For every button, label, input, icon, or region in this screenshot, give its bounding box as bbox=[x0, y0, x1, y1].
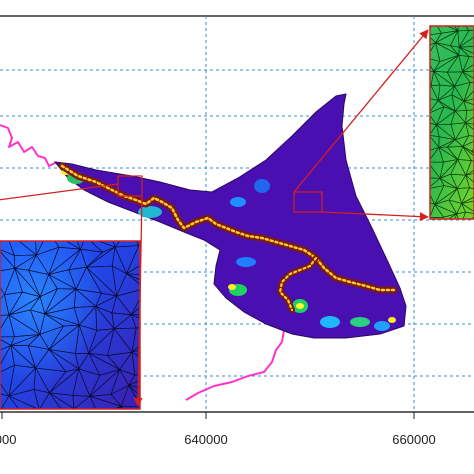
mesh-cell bbox=[125, 245, 140, 275]
mesh-cell bbox=[15, 410, 40, 431]
mesh-cell bbox=[441, 213, 457, 219]
mesh-cell bbox=[127, 373, 140, 386]
mesh-cell bbox=[131, 314, 140, 319]
x-tick-label: 640000 bbox=[184, 432, 227, 447]
mesh-cell bbox=[120, 405, 140, 409]
mesh-cell bbox=[430, 216, 445, 219]
mesh-cell bbox=[128, 385, 140, 405]
mesh-cell bbox=[462, 71, 474, 83]
mesh-cell bbox=[133, 411, 155, 430]
right-zoom-inset bbox=[429, 25, 474, 220]
mesh-cell bbox=[131, 298, 140, 316]
mesh-cell bbox=[73, 408, 75, 409]
mesh-cell bbox=[430, 37, 437, 46]
mesh-cell bbox=[130, 314, 140, 329]
mesh-cell bbox=[465, 174, 474, 190]
mesh-cell bbox=[465, 121, 474, 137]
mesh-cell bbox=[0, 339, 12, 351]
tributary-channels bbox=[0, 124, 291, 401]
x-axis-ticks bbox=[1, 412, 415, 419]
zoom-box-right bbox=[293, 191, 323, 213]
mesh-cell bbox=[39, 410, 64, 433]
mesh-cell bbox=[0, 294, 10, 316]
mesh-cell bbox=[131, 351, 140, 376]
mesh-cell bbox=[464, 122, 474, 131]
mesh-cell bbox=[89, 395, 123, 409]
x-tick-label: 660000 bbox=[392, 432, 435, 447]
arrow-icon bbox=[321, 211, 429, 222]
callout-arrows bbox=[0, 29, 429, 407]
mesh-cell bbox=[49, 392, 75, 409]
mesh-cell bbox=[465, 109, 474, 124]
mesh-cell bbox=[126, 273, 140, 285]
mesh-cell bbox=[458, 46, 474, 58]
river-network bbox=[58, 162, 398, 313]
mesh-cell bbox=[463, 100, 474, 111]
mesh-cell bbox=[131, 327, 140, 353]
mesh-cell bbox=[39, 408, 40, 409]
arrow-icon bbox=[293, 29, 429, 193]
x-tick-label: 0000 bbox=[0, 432, 16, 447]
arrow-icon bbox=[133, 195, 143, 407]
mesh-cell bbox=[430, 193, 436, 206]
mesh-cell bbox=[8, 395, 39, 409]
mesh-cell bbox=[36, 410, 46, 433]
mesh-cell bbox=[73, 408, 76, 409]
mesh-cell bbox=[462, 98, 474, 106]
x-axis-labels: 0000 640000 660000 bbox=[0, 432, 436, 447]
mesh-cell bbox=[456, 211, 466, 219]
mesh-cell bbox=[465, 173, 474, 183]
zoom-box-left bbox=[117, 175, 143, 197]
mesh-cell bbox=[465, 160, 474, 176]
arrow-icon bbox=[0, 183, 119, 201]
mesh-cell bbox=[462, 211, 474, 219]
